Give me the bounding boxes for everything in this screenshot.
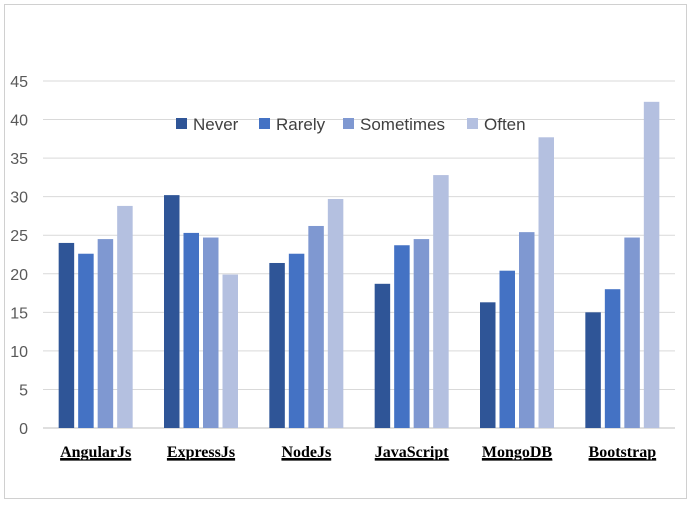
y-tick-label: 15 xyxy=(10,305,28,322)
gridlines xyxy=(43,80,675,429)
y-tick-label: 5 xyxy=(19,382,28,399)
legend-label: Rarely xyxy=(276,115,326,134)
y-tick-label: 20 xyxy=(10,267,28,284)
y-tick-label: 40 xyxy=(10,113,28,130)
y-tick-label: 25 xyxy=(10,228,28,245)
x-category-label: Bootstrap xyxy=(589,444,657,461)
bar-never-angularjs xyxy=(58,242,75,428)
x-category-label: NodeJs xyxy=(281,444,331,461)
legend-item-never: Never xyxy=(176,115,239,134)
bar-never-bootstrap xyxy=(585,312,601,428)
bar-often-angularjs xyxy=(117,205,133,428)
bar-sometimes-bootstrap xyxy=(624,237,640,428)
bar-sometimes-angularjs xyxy=(97,239,114,428)
bar-rarely-nodejs xyxy=(288,253,305,428)
bar-never-expressjs xyxy=(164,195,180,428)
legend-label: Never xyxy=(193,115,239,134)
bar-often-mongodb xyxy=(538,137,554,428)
legend: Never Rarely Sometimes Often xyxy=(176,115,526,134)
legend-swatch xyxy=(176,118,187,129)
bar-often-nodejs xyxy=(327,198,344,428)
bar-sometimes-mongodb xyxy=(519,232,535,428)
bar-never-mongodb xyxy=(480,302,496,428)
x-category-label: MongoDB xyxy=(482,444,553,461)
bar-often-bootstrap xyxy=(643,101,660,428)
bar-rarely-mongodb xyxy=(499,270,515,428)
bar-rarely-javascript xyxy=(394,245,410,428)
bar-sometimes-javascript xyxy=(413,239,430,428)
y-tick-label: 0 xyxy=(19,421,28,438)
legend-label: Sometimes xyxy=(360,115,445,134)
legend-item-often: Often xyxy=(467,115,526,134)
legend-swatch xyxy=(467,118,478,129)
bar-sometimes-expressjs xyxy=(203,237,219,428)
y-tick-label: 45 xyxy=(10,74,28,91)
legend-item-rarely: Rarely xyxy=(259,115,326,134)
legend-item-sometimes: Sometimes xyxy=(343,115,445,134)
bar-never-nodejs xyxy=(269,262,285,428)
bar-often-javascript xyxy=(433,175,449,428)
bar-often-expressjs xyxy=(222,274,238,428)
legend-swatch xyxy=(343,118,354,129)
legend-label: Often xyxy=(484,115,526,134)
x-axis-categories: AngularJs ExpressJs NodeJs JavaScript MongoD… xyxy=(60,444,657,461)
bar-rarely-expressjs xyxy=(183,232,199,428)
legend-swatch xyxy=(259,118,270,129)
y-tick-label: 10 xyxy=(10,344,28,361)
bar-sometimes-nodejs xyxy=(308,225,324,428)
y-tick-label: 30 xyxy=(10,190,28,207)
bar-rarely-angularjs xyxy=(78,253,94,428)
x-category-label: JavaScript xyxy=(375,444,449,461)
x-category-label: AngularJs xyxy=(60,444,131,461)
bar-rarely-bootstrap xyxy=(604,289,621,428)
bar-never-javascript xyxy=(374,283,391,428)
y-tick-label: 35 xyxy=(10,151,28,168)
y-axis-ticks: 0 5 10 15 20 25 30 35 40 45 xyxy=(10,74,28,438)
bars xyxy=(58,101,660,428)
x-category-label: ExpressJs xyxy=(167,444,235,461)
